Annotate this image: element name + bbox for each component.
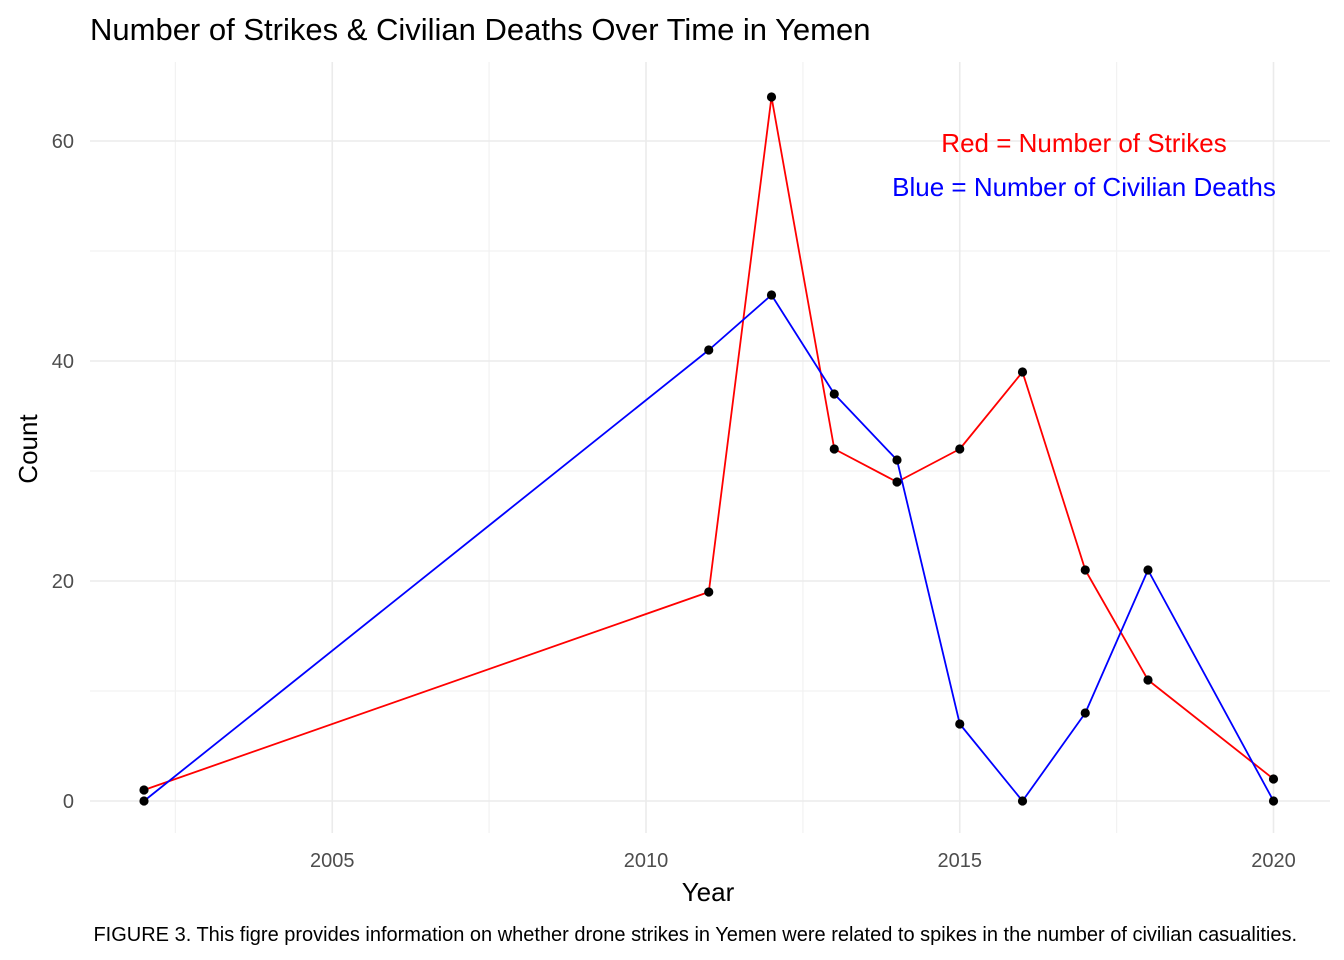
civilian-deaths-point — [766, 290, 777, 300]
strikes-point — [766, 92, 777, 102]
strikes-point — [829, 444, 839, 454]
civilian-deaths-point — [1268, 796, 1279, 806]
y-tick-label: 0 — [63, 791, 74, 813]
strikes-point — [704, 587, 714, 597]
x-tick-label: 2010 — [624, 850, 669, 872]
civilian-deaths-point — [829, 389, 839, 399]
strikes-point — [1143, 675, 1153, 685]
y-tick-label: 20 — [52, 571, 74, 593]
civilian-deaths-point — [1017, 796, 1028, 806]
strikes-line — [143, 96, 1275, 791]
x-tick-label: 2005 — [310, 850, 355, 872]
strikes-point — [1268, 774, 1279, 784]
strikes-point — [955, 444, 965, 454]
strikes-point — [139, 785, 149, 795]
civilian-deaths-line — [143, 294, 1275, 802]
civilian-deaths-point — [1143, 565, 1153, 575]
x-tick-label: 2020 — [1251, 850, 1296, 872]
y-tick-labels: 0 20 40 60 — [52, 131, 74, 813]
x-tick-label: 2015 — [938, 850, 983, 872]
y-tick-label: 40 — [52, 351, 74, 373]
strikes-point — [1080, 565, 1090, 575]
chart-title: Number of Strikes & Civilian Deaths Over… — [90, 12, 870, 47]
minor-gridlines — [90, 62, 1330, 833]
annotation-strikes: Red = Number of Strikes — [941, 128, 1226, 158]
civilian-deaths-point — [955, 719, 965, 729]
series-points — [139, 92, 1279, 806]
series-lines — [143, 96, 1275, 802]
civilian-deaths-point — [139, 796, 149, 806]
strikes-point — [892, 477, 902, 487]
civilian-deaths-point — [892, 455, 902, 465]
x-tick-labels: 2005 2010 2015 2020 — [310, 850, 1296, 872]
x-axis-title: Year — [682, 877, 735, 907]
strikes-point — [1017, 367, 1028, 377]
y-tick-label: 60 — [52, 131, 74, 153]
civilian-deaths-point — [1080, 708, 1090, 718]
annotation-deaths: Blue = Number of Civilian Deaths — [892, 172, 1276, 202]
civilian-deaths-point — [704, 345, 714, 355]
figure-caption: FIGURE 3. This figre provides informatio… — [93, 924, 1297, 946]
y-axis-title: Count — [13, 414, 43, 484]
